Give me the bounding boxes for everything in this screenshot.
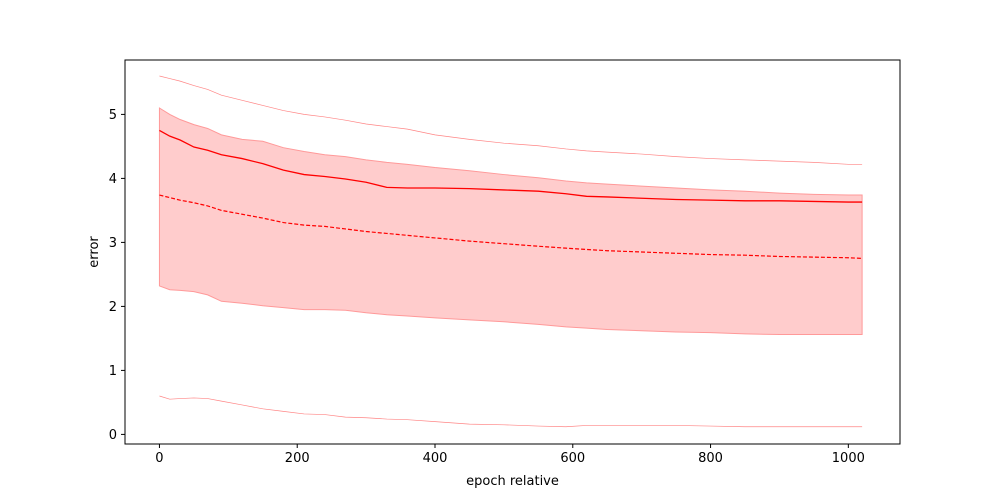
x-tick-label: 0	[155, 451, 163, 466]
x-tick-label: 600	[560, 451, 585, 466]
x-tick-label: 200	[285, 451, 310, 466]
x-axis: 0 200 400 600 800 1000	[155, 444, 865, 466]
outer-lower-line	[159, 395, 863, 428]
y-tick-label: 5	[109, 108, 117, 123]
y-tick-label: 2	[109, 300, 117, 315]
mean-line	[159, 129, 863, 203]
plot-area	[158, 75, 863, 428]
y-tick-label: 0	[109, 428, 117, 443]
y-tick-label: 4	[109, 172, 117, 187]
y-axis: 0 1 2 3 4 5	[109, 108, 125, 443]
median-line	[159, 194, 863, 259]
y-tick-label: 3	[109, 236, 117, 251]
outer-upper-line	[159, 75, 863, 165]
confidence-band	[158, 107, 863, 336]
x-tick-label: 400	[423, 451, 448, 466]
x-tick-label: 1000	[832, 451, 865, 466]
plot-frame	[124, 59, 901, 445]
x-tick-label: 800	[698, 451, 723, 466]
y-tick-label: 1	[109, 364, 117, 379]
y-axis-label: error	[87, 236, 102, 268]
x-axis-label: epoch relative	[466, 474, 559, 489]
